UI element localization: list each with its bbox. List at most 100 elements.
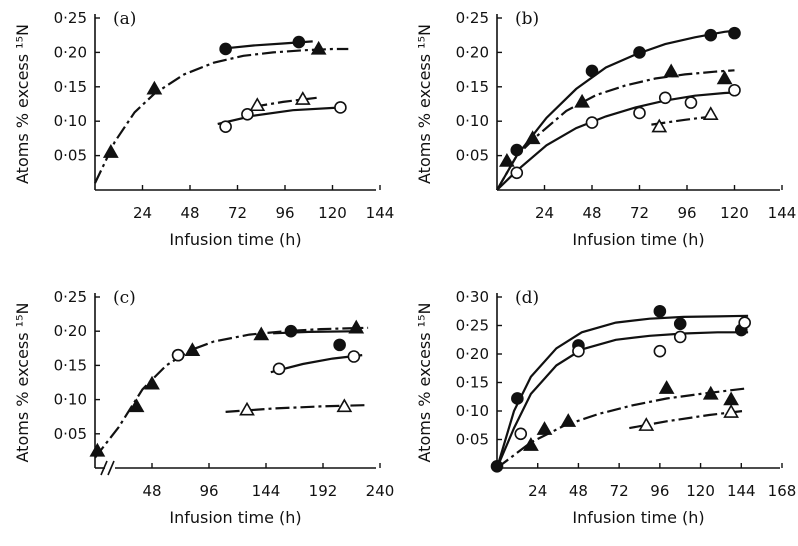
fitted-curve-dash — [496, 387, 749, 469]
filled-circle-point — [728, 26, 741, 40]
fitted-curve-solid — [495, 331, 749, 469]
panel-label: (b) — [515, 9, 539, 29]
open-circle-point — [514, 427, 528, 441]
y-axis-label: Atoms % excess ¹⁵N — [13, 303, 32, 463]
x-tick-label: 72 — [610, 482, 629, 500]
filled-circle-point — [510, 143, 524, 157]
x-tick-label: 120 — [318, 204, 347, 222]
x-tick-label: 96 — [199, 482, 218, 500]
filled-triangle-point — [89, 442, 106, 457]
panel-label: (a) — [113, 9, 136, 29]
filled-triangle-point — [723, 391, 739, 406]
panel-c: 48 96 144 192 240 0·05 0·10 0·15 0·20 0·25 Infusio… — [13, 288, 394, 527]
filled-triangle-point — [102, 144, 119, 158]
open-triangle-point — [294, 91, 311, 105]
y-tick-label: 0·05 — [456, 147, 489, 165]
open-triangle-point — [723, 404, 739, 418]
open-circle-point — [241, 108, 254, 121]
open-triangle-point — [249, 97, 266, 112]
x-tick-label: 144 — [727, 482, 756, 500]
x-tick-label: 144 — [768, 204, 797, 222]
x-axis-label: Infusion time (h) — [169, 508, 301, 527]
panel-label: (d) — [515, 288, 539, 308]
filled-triangle-point — [658, 380, 675, 394]
open-triangle-point — [638, 417, 655, 431]
x-tick-label: 96 — [275, 204, 294, 222]
x-axis-label: Infusion time (h) — [572, 230, 704, 249]
open-circle-point — [334, 101, 347, 114]
filled-circle-point — [585, 64, 599, 78]
y-axis-label: Atoms % excess ¹⁵N — [415, 24, 434, 184]
open-circle-point — [347, 350, 361, 363]
filled-triangle-point — [574, 93, 590, 108]
y-tick-label: 0·10 — [54, 391, 87, 409]
x-tick-label: 96 — [650, 482, 669, 500]
filled-triangle-point — [310, 40, 327, 55]
open-circle-point — [585, 116, 599, 129]
open-triangle-point — [702, 106, 719, 120]
panel-label: (c) — [113, 288, 136, 308]
open-circle-point — [673, 330, 687, 344]
x-tick-label: 144 — [366, 204, 395, 222]
filled-triangle-point — [128, 398, 145, 413]
x-axis-label: Infusion time (h) — [572, 508, 704, 527]
y-tick-label: 0·30 — [456, 288, 489, 306]
filled-triangle-point — [499, 152, 515, 167]
fitted-curve-solid — [496, 91, 739, 191]
fitted-curve-dash — [94, 326, 369, 459]
x-tick-label: 48 — [582, 204, 601, 222]
axis-break-mark — [107, 460, 115, 476]
fitted-curve-solid — [495, 314, 749, 469]
y-tick-label: 0·15 — [456, 374, 489, 392]
y-tick-label: 0·05 — [54, 425, 87, 443]
x-tick-label: 120 — [686, 482, 715, 500]
x-tick-label: 24 — [535, 204, 554, 222]
filled-triangle-point — [144, 375, 160, 390]
open-circle-point — [728, 83, 741, 97]
open-circle-point — [510, 166, 524, 180]
x-tick-label: 24 — [528, 482, 547, 500]
filled-circle-point — [490, 459, 504, 473]
x-tick-label: 96 — [677, 204, 696, 222]
filled-circle-point — [633, 46, 646, 59]
x-tick-label: 48 — [569, 482, 588, 500]
x-tick-label: 120 — [720, 204, 749, 222]
y-tick-label: 0·10 — [54, 112, 87, 130]
filled-triangle-point — [253, 326, 270, 341]
open-circle-point — [633, 106, 646, 120]
open-circle-point — [738, 316, 751, 329]
y-tick-label: 0·25 — [54, 288, 87, 306]
filled-circle-point — [511, 392, 524, 405]
y-tick-label: 0·15 — [456, 78, 489, 96]
filled-triangle-point — [702, 385, 719, 400]
fitted-curve-solid — [217, 106, 343, 126]
y-tick-label: 0·05 — [456, 431, 489, 449]
filled-circle-point — [284, 324, 298, 338]
y-tick-label: 0·20 — [456, 345, 489, 363]
y-tick-label: 0·25 — [456, 9, 489, 27]
filled-circle-point — [653, 304, 667, 318]
x-tick-label: 240 — [366, 482, 395, 500]
y-tick-label: 0·25 — [456, 317, 489, 335]
open-circle-point — [658, 91, 672, 105]
filled-circle-point — [704, 28, 718, 42]
panel-a: 24 48 72 96 120 144 0·05 0·10 0·15 0·20 0·25 Infusi… — [13, 9, 394, 249]
open-circle-point — [219, 120, 232, 134]
fitted-curve-dash — [496, 69, 735, 191]
y-tick-label: 0·05 — [54, 147, 87, 165]
y-tick-label: 0·10 — [456, 112, 489, 130]
x-tick-label: 48 — [180, 204, 199, 222]
filled-triangle-point — [146, 80, 163, 95]
filled-triangle-point — [523, 437, 539, 451]
open-circle-point — [653, 344, 667, 358]
open-circle-point — [684, 96, 698, 109]
x-tick-label: 192 — [309, 482, 338, 500]
open-circle-point — [572, 344, 585, 358]
fitted-curve-solid — [270, 354, 363, 374]
x-tick-label: 24 — [133, 204, 152, 222]
filled-triangle-point — [536, 421, 553, 435]
y-tick-label: 0·25 — [54, 9, 87, 27]
x-tick-label: 72 — [228, 204, 247, 222]
y-tick-label: 0·20 — [54, 43, 87, 61]
